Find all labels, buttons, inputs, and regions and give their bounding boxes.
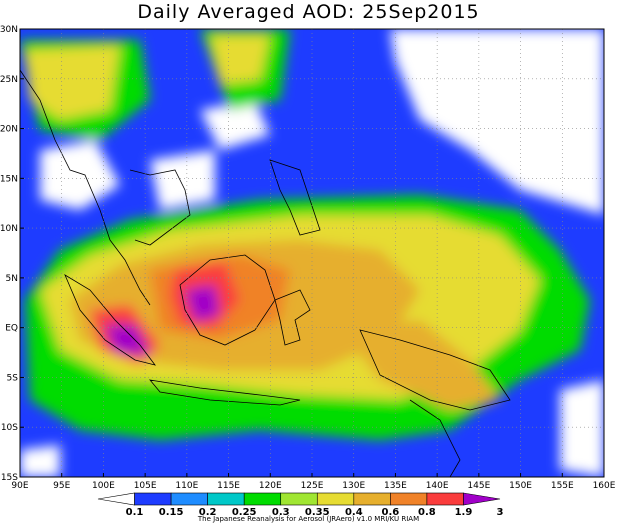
colorbar-swatch <box>463 492 501 506</box>
lat-tick-label: 15N <box>0 174 18 184</box>
lon-tick-label: 125E <box>301 481 324 491</box>
coastlines <box>20 69 511 477</box>
colorbar-label: 0.6 <box>382 507 400 518</box>
lon-tick-label: 95E <box>53 481 70 491</box>
lon-tick-label: 100E <box>92 481 115 491</box>
graticule <box>20 29 604 477</box>
lon-tick-label: 120E <box>259 481 282 491</box>
colorbar-label: 3 <box>497 507 504 518</box>
colorbar-label: 1.9 <box>455 507 473 518</box>
coastline-new-guinea <box>359 329 511 411</box>
aod-region-purple-borneo <box>185 285 220 322</box>
lon-tick-label: 150E <box>509 481 532 491</box>
coastline-australia <box>409 399 461 477</box>
lat-tick-label: 5N <box>6 274 18 284</box>
lon-tick-label: 135E <box>384 481 407 491</box>
lon-tick-label: 145E <box>467 481 490 491</box>
colorbar-label: 0.8 <box>418 507 436 518</box>
coastline-philippines <box>269 159 321 236</box>
aod-region-low-ne <box>390 29 604 215</box>
colorbar-swatch <box>207 492 245 506</box>
lon-tick-label: 115E <box>217 481 240 491</box>
aod-field <box>20 29 604 477</box>
aod-region-low-sw <box>20 445 60 477</box>
colorbar-label: 0.25 <box>232 507 257 518</box>
lon-tick-label: 105E <box>134 481 157 491</box>
lon-tick-label: 155E <box>551 481 574 491</box>
credit-text: The Japanese Reanalysis for Aerosol (JRA… <box>197 515 420 523</box>
colorbar-swatch <box>134 492 172 506</box>
coastline-sumatra <box>64 274 156 366</box>
lon-tick-label: 110E <box>175 481 198 491</box>
colorbar-label: 0.2 <box>199 507 217 518</box>
aod-region-yellow-n <box>210 35 270 85</box>
colorbar-swatch <box>97 492 135 506</box>
colorbar-swatch <box>426 492 464 506</box>
colorbar-swatch <box>170 492 208 506</box>
colorbar-swatch <box>316 492 355 506</box>
map-title: Daily Averaged AOD: 25Sep2015 <box>137 1 480 23</box>
lon-tick-label: 130E <box>342 481 365 491</box>
colorbar: 0.1 0.15 0.2 0.25 0.3 0.35 0.4 0.6 0.8 1.9 3 <box>97 492 504 518</box>
colorbar-label: 0.3 <box>272 507 290 518</box>
lat-tick-label: 20N <box>0 125 18 135</box>
colorbar-label: 0.15 <box>159 507 184 518</box>
lat-tick-label: 10S <box>1 423 18 433</box>
coastline-java <box>149 379 301 406</box>
coastline-indochina <box>129 169 191 246</box>
coastline-borneo <box>179 254 276 346</box>
lat-tick-label: 30N <box>0 25 18 35</box>
colorbar-label: 0.4 <box>345 507 363 518</box>
lat-tick-label: EQ <box>5 324 18 334</box>
aod-region-low-se <box>560 380 604 477</box>
colorbar-label: 0.1 <box>126 507 144 518</box>
axis-ticks: 90E 95E 100E 105E 110E 115E 120E 125E 130E 135E 14… <box>0 25 616 491</box>
colorbar-swatch <box>243 492 282 506</box>
lon-tick-label: 160E <box>593 481 616 491</box>
coastline-sulawesi <box>274 289 311 346</box>
lat-tick-label: 15S <box>1 473 18 483</box>
aod-region-low-c <box>150 150 215 210</box>
lat-tick-label: 5S <box>7 373 19 383</box>
colorbar-swatch <box>280 492 318 506</box>
lat-tick-label: 25N <box>0 75 18 85</box>
lat-tick-label: 10N <box>0 224 18 234</box>
lon-tick-label: 140E <box>426 481 449 491</box>
coastline-mainland <box>20 69 151 306</box>
colorbar-label: 0.35 <box>305 507 330 518</box>
aod-region-yellow-nw <box>25 45 120 120</box>
lon-tick-label: 90E <box>11 481 28 491</box>
aod-region-orange-e <box>340 320 500 410</box>
aod-region-low-n <box>200 100 270 150</box>
colorbar-swatch <box>353 492 391 506</box>
aod-region-low-w <box>40 140 120 210</box>
colorbar-swatch <box>390 492 428 506</box>
